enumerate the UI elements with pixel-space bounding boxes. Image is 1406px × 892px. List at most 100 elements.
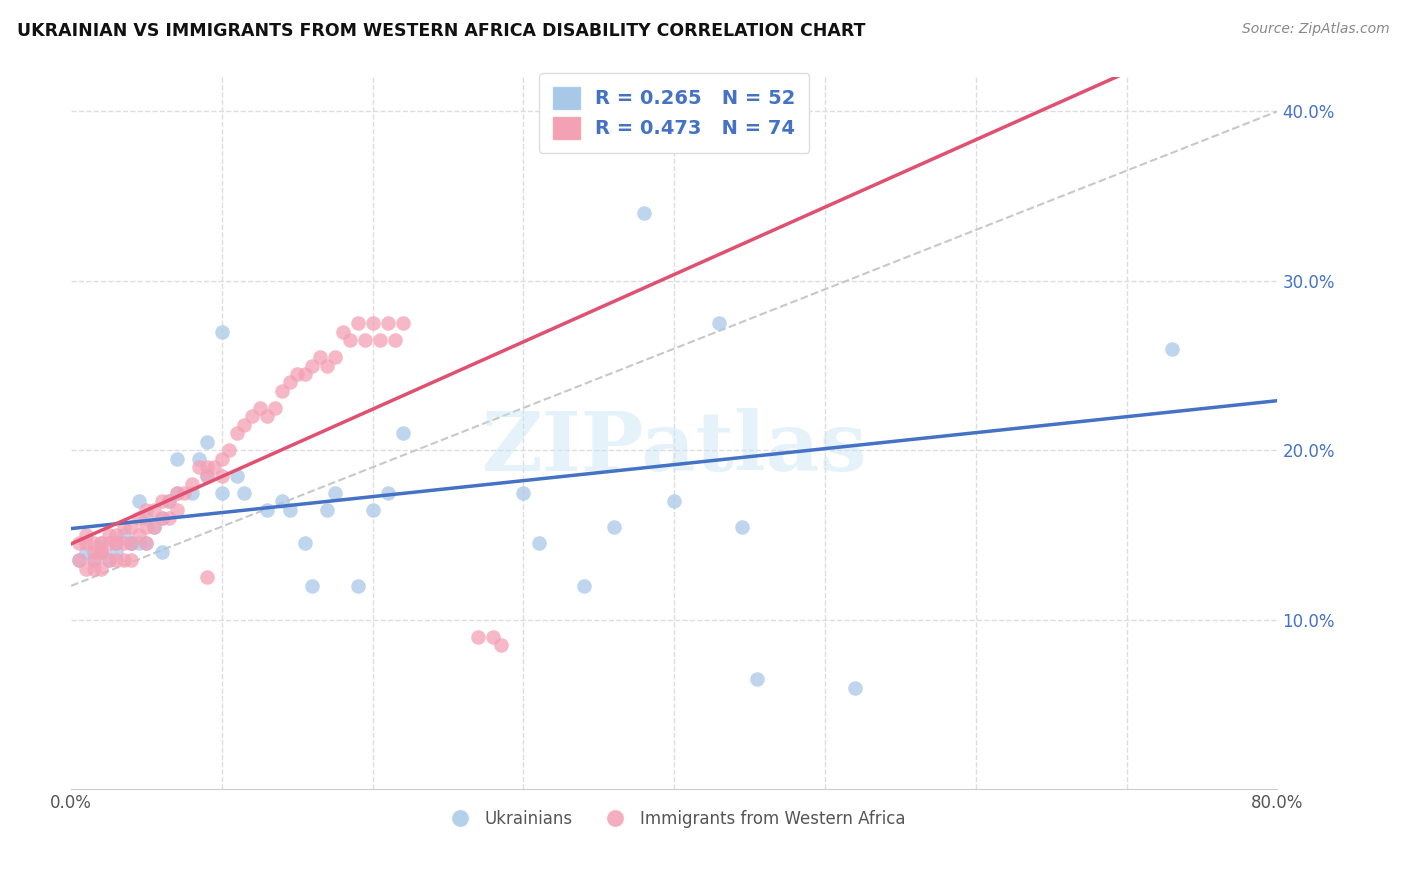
Point [278, 376, 301, 390]
Point [83, 536, 105, 550]
Point [512, 485, 534, 500]
Point [150, 494, 173, 508]
Point [157, 494, 180, 508]
Point [195, 468, 218, 483]
Text: Source: ZipAtlas.com: Source: ZipAtlas.com [1241, 22, 1389, 37]
Point [332, 325, 354, 339]
Point [90, 545, 112, 559]
Point [377, 316, 399, 330]
Point [128, 536, 150, 550]
Point [166, 451, 188, 466]
Point [271, 494, 294, 508]
Point [75, 528, 97, 542]
Point [135, 511, 157, 525]
Point [392, 426, 415, 441]
Point [294, 367, 316, 381]
Point [633, 206, 655, 220]
Point [97, 536, 120, 550]
Point [723, 138, 745, 153]
Point [90, 536, 112, 550]
Point [166, 485, 188, 500]
Point [180, 477, 202, 491]
Point [301, 579, 323, 593]
Point [392, 316, 415, 330]
Point [112, 528, 135, 542]
Point [90, 536, 112, 550]
Point [323, 485, 346, 500]
Point [83, 545, 105, 559]
Point [1160, 342, 1182, 356]
Point [90, 545, 112, 559]
Point [294, 536, 316, 550]
Point [211, 468, 233, 483]
Point [105, 536, 128, 550]
Point [278, 502, 301, 516]
Point [572, 579, 595, 593]
Point [323, 350, 346, 364]
Point [188, 451, 211, 466]
Point [377, 485, 399, 500]
Point [709, 316, 731, 330]
Point [135, 519, 157, 533]
Point [67, 553, 90, 567]
Point [143, 519, 166, 533]
Point [361, 316, 384, 330]
Point [75, 536, 97, 550]
Point [226, 426, 249, 441]
Point [482, 630, 505, 644]
Point [112, 519, 135, 533]
Point [285, 367, 308, 381]
Point [467, 630, 489, 644]
Point [188, 460, 211, 475]
Point [112, 553, 135, 567]
Point [202, 460, 225, 475]
Point [120, 519, 142, 533]
Point [120, 536, 142, 550]
Point [120, 536, 142, 550]
Point [90, 545, 112, 559]
Point [316, 502, 339, 516]
Point [150, 545, 173, 559]
Point [105, 545, 128, 559]
Point [211, 451, 233, 466]
Text: ZIPatlas: ZIPatlas [481, 408, 868, 488]
Point [128, 511, 150, 525]
Point [75, 545, 97, 559]
Point [211, 325, 233, 339]
Point [256, 409, 278, 424]
Point [233, 485, 256, 500]
Point [157, 494, 180, 508]
Point [150, 511, 173, 525]
Point [143, 519, 166, 533]
Point [301, 359, 323, 373]
Point [97, 528, 120, 542]
Point [135, 536, 157, 550]
Point [316, 359, 339, 373]
Point [844, 681, 866, 695]
Point [249, 401, 271, 415]
Point [384, 333, 406, 347]
Point [226, 468, 249, 483]
Point [731, 519, 754, 533]
Point [67, 553, 90, 567]
Text: UKRAINIAN VS IMMIGRANTS FROM WESTERN AFRICA DISABILITY CORRELATION CHART: UKRAINIAN VS IMMIGRANTS FROM WESTERN AFR… [17, 22, 865, 40]
Point [157, 511, 180, 525]
Point [211, 485, 233, 500]
Point [97, 553, 120, 567]
Point [263, 401, 285, 415]
Point [368, 333, 391, 347]
Point [195, 468, 218, 483]
Point [747, 672, 769, 686]
Point [97, 553, 120, 567]
Point [120, 536, 142, 550]
Point [166, 502, 188, 516]
Point [143, 502, 166, 516]
Point [346, 316, 368, 330]
Point [240, 409, 263, 424]
Point [218, 443, 240, 458]
Point [271, 384, 294, 398]
Point [128, 494, 150, 508]
Point [135, 502, 157, 516]
Point [180, 485, 202, 500]
Point [83, 553, 105, 567]
